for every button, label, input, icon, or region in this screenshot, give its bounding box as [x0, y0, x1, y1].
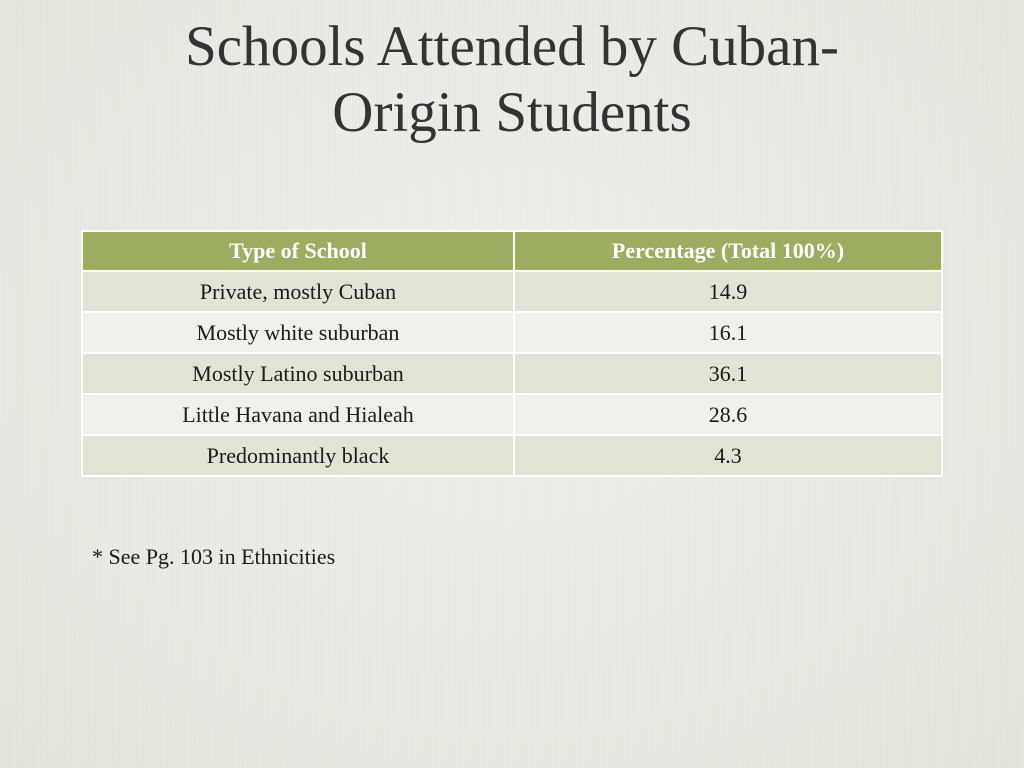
table-header-row: Type of School Percentage (Total 100%) — [81, 230, 943, 272]
table-row: Private, mostly Cuban 14.9 — [81, 270, 943, 313]
cell-percentage: 4.3 — [513, 434, 943, 477]
cell-school-type: Private, mostly Cuban — [81, 270, 515, 313]
cell-school-type: Predominantly black — [81, 434, 515, 477]
cell-percentage: 14.9 — [513, 270, 943, 313]
table-row: Little Havana and Hialeah 28.6 — [81, 393, 943, 436]
cell-school-type: Mostly white suburban — [81, 311, 515, 354]
slide-title-line-2: Origin Students — [332, 81, 692, 144]
cell-school-type: Little Havana and Hialeah — [81, 393, 515, 436]
cell-school-type: Mostly Latino suburban — [81, 352, 515, 395]
cell-percentage: 28.6 — [513, 393, 943, 436]
slide-title: Schools Attended by Cuban- Origin Student… — [60, 14, 964, 146]
cell-percentage: 16.1 — [513, 311, 943, 354]
column-header-percentage: Percentage (Total 100%) — [513, 230, 943, 272]
table-row: Mostly Latino suburban 36.1 — [81, 352, 943, 395]
column-header-type: Type of School — [81, 230, 515, 272]
slide-title-line-1: Schools Attended by Cuban- — [185, 15, 839, 78]
table-row: Predominantly black 4.3 — [81, 434, 943, 477]
table-row: Mostly white suburban 16.1 — [81, 311, 943, 354]
school-type-table: Type of School Percentage (Total 100%) P… — [81, 230, 943, 477]
footnote: * See Pg. 103 in Ethnicities — [92, 544, 336, 569]
cell-percentage: 36.1 — [513, 352, 943, 395]
